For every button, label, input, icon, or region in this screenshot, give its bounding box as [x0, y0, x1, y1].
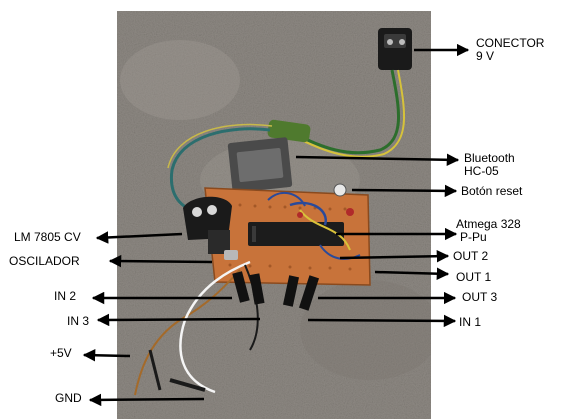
arrow-oscilador [108, 254, 213, 268]
label-in3: IN 3 [67, 314, 90, 328]
label-atmega: Atmega 328 P-Pu [456, 218, 521, 244]
label-out3: OUT 3 [462, 290, 498, 304]
label-plus5v: +5V [50, 346, 72, 360]
label-in2: IN 2 [54, 289, 77, 303]
arrow-gnd [88, 393, 205, 407]
bluetooth-module [227, 137, 293, 193]
label-atmega-line2: P-Pu [460, 230, 487, 244]
label-oscilador: OSCILADOR [9, 254, 80, 268]
voltage-regulator [183, 196, 232, 254]
atmega-chip [248, 222, 344, 246]
arrow-lm7805 [95, 231, 183, 244]
label-lm7805: LM 7805 CV [14, 230, 81, 244]
label-bluetooth: Bluetooth HC-05 [464, 152, 515, 178]
label-conector-line1: CONECTOR [476, 36, 545, 50]
label-conector: CONECTOR 9 V [476, 37, 544, 63]
arrow-bluetooth [295, 153, 460, 167]
label-bluetooth-line2: HC-05 [464, 164, 499, 178]
label-atmega-line1: Atmega 328 [456, 217, 521, 231]
arrow-in3 [96, 313, 261, 327]
label-bluetooth-line1: Bluetooth [464, 151, 515, 165]
label-in1: IN 1 [459, 315, 482, 329]
arrow-reset [351, 184, 458, 198]
reset-button [333, 183, 347, 197]
battery-connector [378, 28, 412, 70]
label-out1: OUT 1 [456, 270, 492, 284]
label-conector-line2: 9 V [476, 49, 495, 63]
arrow-in1 [307, 314, 457, 328]
label-reset: Botón reset [461, 184, 523, 198]
label-out2: OUT 2 [453, 249, 489, 263]
arrow-out2 [339, 249, 450, 263]
arrow-out1 [374, 267, 450, 280]
label-gnd: GND [55, 391, 82, 405]
arrow-plus5v [82, 348, 131, 362]
